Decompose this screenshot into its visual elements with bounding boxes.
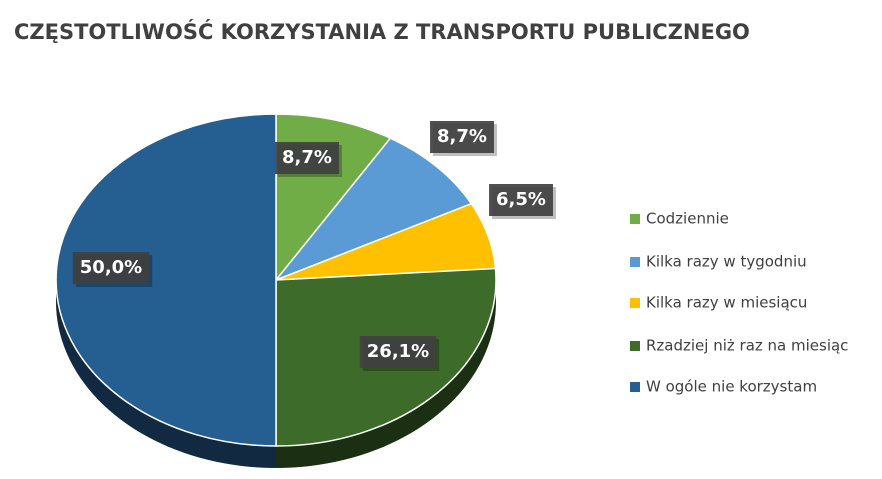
chart-title: CZĘSTOTLIWOŚĆ KORZYSTANIA Z TRANSPORTU P… [14, 19, 750, 44]
legend-swatch [630, 341, 640, 351]
legend-label: Kilka razy w miesiącu [646, 294, 807, 312]
data-label-box [489, 184, 553, 216]
pie-side [276, 280, 496, 468]
legend-swatch [630, 298, 640, 308]
legend-swatch [630, 257, 640, 267]
pie-side [56, 280, 276, 468]
legend-label: Rzadziej niż raz na miesiąc [646, 337, 848, 355]
pie-slice [273, 137, 473, 282]
legend-label: W ogóle nie korzystam [646, 378, 817, 396]
data-label: 26,1% [367, 341, 429, 362]
data-label-box [430, 121, 494, 153]
data-label: 50,0% [80, 257, 142, 278]
legend-label: Codziennie [646, 210, 729, 228]
pie [55, 113, 497, 468]
data-label: 8,7% [282, 147, 332, 168]
data-label: 6,5% [496, 189, 546, 210]
legend: Codziennie Kilka razy w tygodniu Kilka raz… [630, 210, 848, 396]
data-label-box [72, 252, 150, 284]
pie-slice [55, 113, 277, 447]
data-label: 8,7% [437, 126, 487, 147]
legend-label: Kilka razy w tygodniu [646, 253, 807, 271]
data-label-box [359, 336, 437, 368]
data-label-box [275, 142, 339, 174]
data-labels: 8,7% 8,7% 6,5% 26,1% 50,0% [72, 121, 556, 371]
legend-swatch [630, 382, 640, 392]
legend-swatch [630, 214, 640, 224]
